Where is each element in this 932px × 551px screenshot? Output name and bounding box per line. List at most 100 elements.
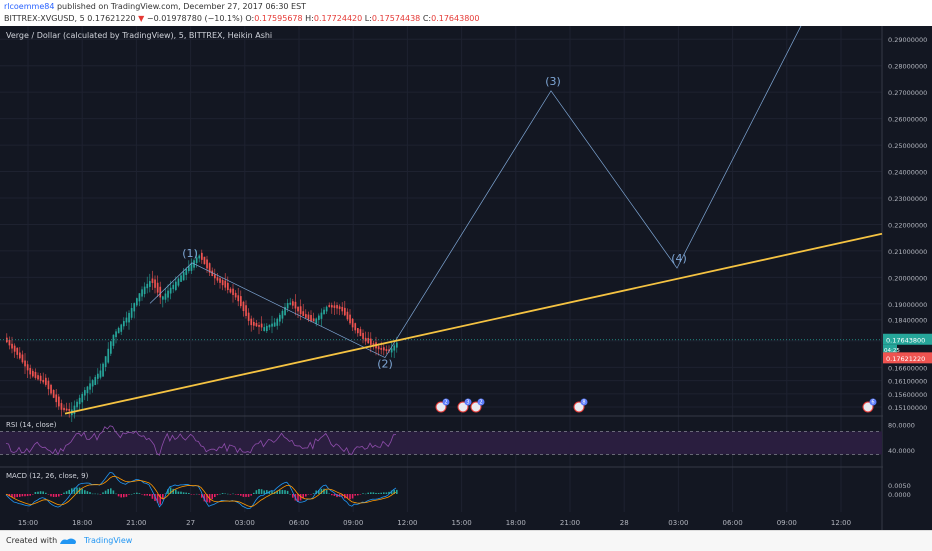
time-tick: 15:00 <box>18 519 38 527</box>
price-tick: 0.28000000 <box>888 63 927 71</box>
candle-body <box>297 306 299 312</box>
macd-tick: 0.0050 <box>888 482 911 490</box>
macd-hist-bar <box>91 493 94 495</box>
macd-hist-bar <box>323 488 325 494</box>
macd-hist-bar <box>357 494 359 496</box>
candle-body <box>159 286 162 298</box>
macd-hist-bar <box>234 494 237 495</box>
event-marker-icon[interactable] <box>457 401 469 413</box>
macd-hist-bar <box>310 494 312 495</box>
macd-hist-bar <box>284 490 286 494</box>
candle-body <box>333 305 336 308</box>
candle-body <box>177 278 180 286</box>
candle-body <box>107 348 110 363</box>
candle-body <box>245 305 247 316</box>
macd-hist-bar <box>390 490 393 494</box>
macd-hist-bar <box>328 493 330 495</box>
candle-body <box>354 323 357 331</box>
candle-body <box>141 289 143 297</box>
event-marker-icon[interactable] <box>862 401 874 413</box>
price-axis-bg <box>883 26 932 530</box>
macd-hist-bar <box>396 489 398 494</box>
macd-hist-bar <box>115 493 117 495</box>
macd-hist-bar <box>255 490 258 494</box>
candle-body <box>240 296 242 307</box>
trend-line[interactable] <box>64 232 883 415</box>
macd-hist-bar <box>175 489 177 494</box>
macd-hist-bar <box>146 494 148 496</box>
macd-hist-bar <box>182 492 185 494</box>
time-tick: 27 <box>186 519 195 527</box>
elliott-wave-lines <box>149 17 806 359</box>
macd-title: MACD (12, 26, close, 9) <box>6 472 89 480</box>
candle-body <box>154 279 156 288</box>
macd-hist-bar <box>315 490 317 494</box>
candle-body <box>286 303 289 309</box>
event-markers[interactable]: 2 3 2 8 6 <box>435 398 877 413</box>
macd-hist-bar <box>224 493 226 495</box>
macd-hist-bar <box>11 494 13 498</box>
candle-body <box>268 324 271 328</box>
candle-body <box>34 371 37 378</box>
macd-hist-bar <box>19 494 21 497</box>
candle-body <box>224 280 227 288</box>
candle-body <box>195 257 198 264</box>
candle-body <box>97 373 99 379</box>
price-axis[interactable]: 0.29000000 0.28000000 0.27000000 0.26000000… <box>883 26 932 530</box>
price-tick: 0.15100000 <box>888 404 927 412</box>
time-tick: 06:00 <box>289 519 309 527</box>
event-marker-icon[interactable] <box>470 401 482 413</box>
candle-body <box>156 282 159 293</box>
price-tick: 0.25000000 <box>888 142 927 150</box>
candle-body <box>346 311 349 320</box>
macd-hist-bar <box>24 494 26 497</box>
time-axis[interactable]: 15:00 18:00 21:00 27 03:00 06:00 09:00 12:00 15:… <box>18 519 851 527</box>
candle-body <box>115 331 117 338</box>
chart-area[interactable]: Verge / Dollar (calculated by TradingVie… <box>0 17 932 530</box>
macd-hist-bar <box>45 492 47 494</box>
chart-svg[interactable]: Verge / Dollar (calculated by TradingVie… <box>0 17 932 530</box>
candle-body <box>91 380 94 387</box>
candle-body <box>104 356 107 368</box>
price-tick: 0.27000000 <box>888 89 927 97</box>
macd-hist-bar <box>130 493 133 495</box>
candle-body <box>367 337 370 344</box>
candle-body <box>47 380 50 390</box>
macd-hist-bar <box>58 494 60 497</box>
candle-body <box>78 397 81 405</box>
macd-hist-bar <box>370 492 372 494</box>
macd-hist-bar <box>149 494 151 496</box>
tradingview-logo-icon <box>60 538 76 544</box>
time-tick: 09:00 <box>343 519 363 527</box>
candle-body <box>325 306 328 312</box>
candle-body <box>117 327 120 334</box>
event-marker-icon[interactable] <box>435 401 447 413</box>
macd-hist-bar <box>195 493 198 495</box>
candle-body <box>305 314 307 318</box>
symbol-label: BITTREX:XVGUSD, 5 <box>4 14 85 23</box>
price-change: −0.01978780 (−10.1%) <box>146 14 243 23</box>
candle-body <box>388 349 390 352</box>
candle-body <box>344 307 346 316</box>
candle-body <box>136 298 138 306</box>
countdown-text: 04:25 <box>884 348 900 354</box>
candle-body <box>110 341 112 354</box>
candle-body <box>188 266 190 272</box>
macd-hist-bar <box>123 494 125 498</box>
candle-body <box>357 328 359 334</box>
candle-body <box>21 354 24 363</box>
macd-hist-bar <box>128 494 130 495</box>
candle-body <box>307 314 310 320</box>
price-tick: 0.20000000 <box>888 274 927 282</box>
macd-hist-bar <box>42 491 44 494</box>
macd-line <box>5 471 397 510</box>
countdown-tag <box>883 344 897 355</box>
event-marker-icon[interactable] <box>573 401 585 413</box>
candle-body <box>362 332 364 339</box>
time-tick: 12:00 <box>831 519 851 527</box>
down-arrow-icon: ▼ <box>138 14 145 23</box>
rsi-tick: 40.0000 <box>888 447 915 455</box>
candle-body <box>359 329 362 337</box>
author-link[interactable]: rlcoemme84 <box>4 2 55 11</box>
tradingview-brand[interactable]: TradingView <box>84 536 133 545</box>
